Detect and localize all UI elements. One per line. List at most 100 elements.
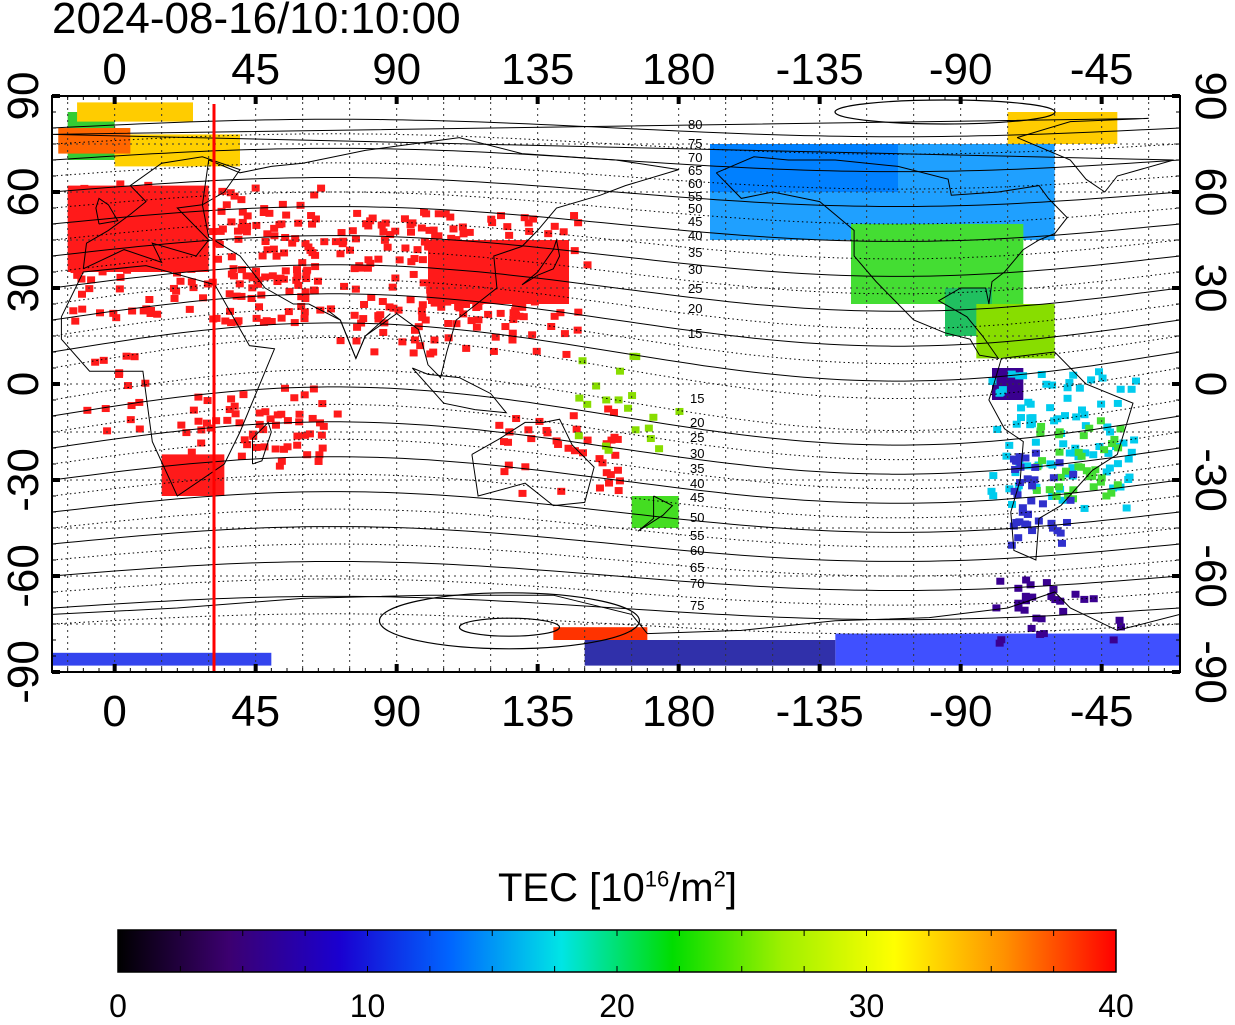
tec-cell (1130, 436, 1139, 444)
tec-cell (87, 276, 96, 284)
tec-cell (381, 219, 390, 227)
tec-cell (420, 208, 429, 216)
tec-cell (432, 260, 441, 268)
tec-cell (484, 241, 493, 249)
tec-cell (1053, 527, 1062, 535)
tec-cell (187, 448, 196, 456)
tec-cell (1007, 370, 1016, 378)
tec-cell (262, 317, 271, 325)
tec-cell (309, 286, 318, 294)
tec-cell (281, 233, 290, 241)
tec-cell (294, 219, 303, 227)
tec-cell (512, 415, 521, 423)
tec-cell (595, 455, 604, 463)
tec-cell (336, 250, 345, 258)
tec-cell (613, 466, 622, 474)
tec-cell (374, 315, 383, 323)
tec-cell (1115, 616, 1124, 624)
lon-label-bottom: 135 (501, 687, 574, 736)
tec-cell (1024, 398, 1033, 406)
lat-label-right: -90 (1186, 640, 1235, 704)
tec-cell (449, 225, 458, 233)
tec-cell (1014, 604, 1023, 612)
tec-cell (139, 307, 148, 315)
tec-cell (259, 209, 268, 217)
tec-cell (604, 446, 613, 454)
tec-cell (271, 421, 280, 429)
mlat-contour (52, 438, 1180, 490)
mlat-label-north-15: 15 (688, 326, 702, 341)
tec-cell (417, 224, 426, 232)
tec-cell (230, 402, 239, 410)
tec-cell (1023, 462, 1032, 470)
tec-cell (232, 292, 241, 300)
tec-cell (1095, 443, 1104, 451)
tec-cell (1102, 468, 1111, 476)
tec-cell (998, 386, 1007, 394)
tec-cell (370, 348, 379, 356)
tec-cell (75, 267, 84, 275)
tec-cell (1057, 539, 1066, 547)
tec-cell (386, 231, 395, 239)
tec-cell (508, 336, 517, 344)
tec-cell (521, 463, 530, 471)
tec-cell (1009, 522, 1018, 530)
tec-cell (83, 262, 92, 270)
tec-cell (1015, 453, 1024, 461)
tec-cell (1082, 467, 1091, 475)
tec-cell (1098, 374, 1107, 382)
tec-cell (1107, 489, 1116, 497)
tec-cell (391, 274, 400, 282)
mlat-contour (52, 133, 1180, 155)
tec-cell (106, 192, 115, 200)
tec-cell (290, 319, 299, 327)
tec-cell (302, 275, 311, 283)
tec-cell (293, 441, 302, 449)
tec-cell (295, 418, 304, 426)
tec-cell (167, 263, 176, 271)
tec-cell (172, 189, 181, 197)
tec-cell (313, 277, 322, 285)
tec-cell (1077, 452, 1086, 460)
tec-cell (1116, 425, 1125, 433)
tec-cell (409, 349, 418, 357)
tec-cell (1014, 599, 1023, 607)
tec-cell (495, 421, 504, 429)
tec-cell (1056, 597, 1065, 605)
lon-label-top: -45 (1070, 45, 1134, 94)
tec-cell (1074, 463, 1083, 471)
tec-cell (554, 440, 563, 448)
tec-cell (646, 435, 655, 443)
lat-label-left: 90 (0, 72, 48, 121)
tec-cell (1097, 400, 1106, 408)
tec-cell (1026, 414, 1035, 422)
tec-cell (462, 300, 471, 308)
tec-cell (1055, 428, 1064, 436)
tec-cell (524, 219, 533, 227)
tec-cell (996, 577, 1005, 585)
lat-label-left: -30 (0, 448, 48, 512)
tec-cell (178, 243, 187, 251)
tec-cell (121, 216, 130, 224)
tec-cell (443, 298, 452, 306)
tec-cell (331, 238, 340, 246)
tec-cell (279, 275, 288, 283)
tec-cell (1008, 500, 1017, 508)
lon-label-bottom: 90 (372, 687, 421, 736)
tec-cell (443, 252, 452, 260)
tec-cell (368, 214, 377, 222)
tec-cell (1063, 394, 1072, 402)
tec-cell (1089, 451, 1098, 459)
tec-data-layer (52, 102, 1180, 666)
tec-patch-new-zealand (631, 496, 679, 528)
tec-cell (263, 230, 272, 238)
tec-cell (458, 223, 467, 231)
tec-cell (98, 268, 107, 276)
tec-cell (1038, 500, 1047, 508)
tec-cell (1032, 486, 1041, 494)
tec-cell (265, 209, 274, 217)
colorbar (117, 929, 1117, 973)
tec-cell (261, 238, 270, 246)
tec-cell (1021, 592, 1030, 600)
tec-cell (135, 425, 144, 433)
